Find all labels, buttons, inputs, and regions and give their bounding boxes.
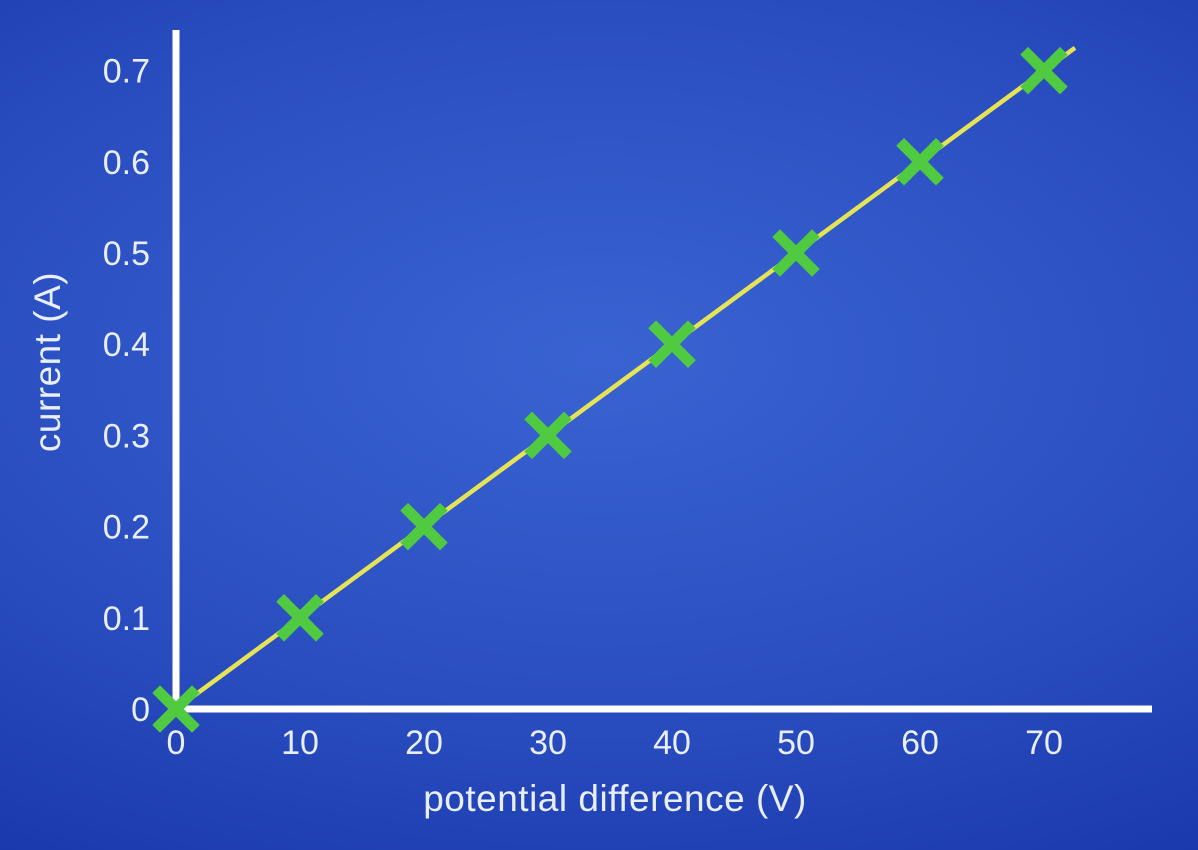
y-tick-label: 0.1 <box>103 600 150 638</box>
x-tick-label: 10 <box>281 724 319 762</box>
x-axis-title: potential difference (V) <box>423 778 807 819</box>
x-tick-label: 60 <box>901 724 939 762</box>
data-point-marker <box>524 411 572 460</box>
y-tick-label: 0.6 <box>103 144 150 182</box>
data-point-marker <box>896 138 944 186</box>
x-tick-label: 20 <box>405 724 443 762</box>
data-point-marker <box>152 685 200 733</box>
x-tick-label: 0 <box>167 724 186 762</box>
data-point-marker <box>400 502 448 551</box>
data-point-marker <box>772 229 820 277</box>
y-tick-label: 0.3 <box>103 417 150 455</box>
y-tick-label: 0.5 <box>103 235 150 273</box>
x-tick-label: 30 <box>529 724 567 762</box>
y-tick-label: 0.4 <box>103 326 150 364</box>
x-tick-label: 70 <box>1025 724 1063 762</box>
y-tick-label: 0 <box>131 691 150 729</box>
x-tick-label: 50 <box>777 724 815 762</box>
x-tick-label: 40 <box>653 724 691 762</box>
y-tick-label: 0.2 <box>103 509 150 547</box>
y-tick-label: 0.7 <box>103 53 150 91</box>
y-axis-title: current (A) <box>27 271 68 453</box>
data-point-marker <box>648 320 696 368</box>
data-point-marker <box>276 594 324 642</box>
data-point-marker <box>1020 46 1068 95</box>
